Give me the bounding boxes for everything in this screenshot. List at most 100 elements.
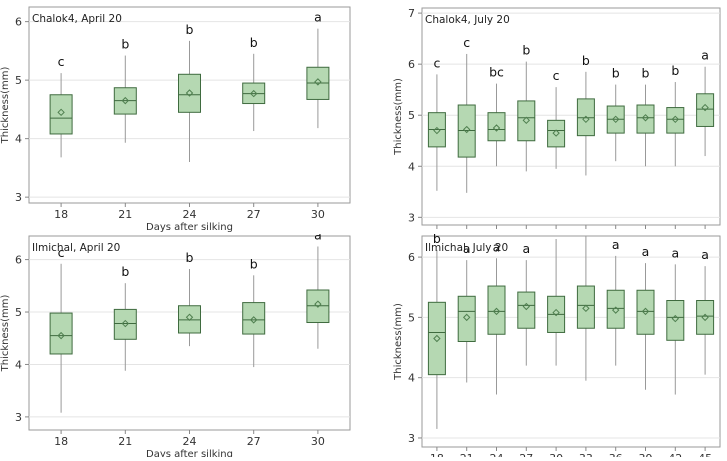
x-tick-label: 21	[460, 452, 474, 457]
mean-marker	[582, 115, 590, 124]
significance-letter: c	[553, 68, 560, 83]
mean-marker	[492, 124, 501, 132]
significance-letter: a	[552, 234, 560, 235]
significance-letter: a	[463, 241, 471, 256]
significance-letter: b	[522, 43, 530, 58]
chart-chalok4-april: 3 4 5 6 18 21 24 27 30 c b b b a Chalok4, April 20 Days…	[0, 6, 351, 233]
mean-marker	[611, 306, 620, 314]
y-tick-label: 4	[408, 372, 415, 385]
mean-marker	[462, 313, 471, 322]
mean-marker	[701, 313, 709, 322]
box	[113, 308, 137, 340]
significance-letter: b	[121, 264, 129, 279]
panel-title: Chalok4, July 20	[425, 14, 510, 26]
mean-marker	[552, 129, 560, 137]
y-tick-label: 6	[15, 254, 22, 267]
mean-marker	[249, 316, 258, 324]
mean-marker	[433, 126, 441, 135]
chart-panel-chalok4-april: 3 4 5 6 18 21 24 27 30 c b b b a Chalok4, April 20 Days…	[0, 0, 360, 233]
significance-letter: a	[314, 10, 322, 25]
mean-marker	[641, 114, 650, 122]
significance-letter: c	[58, 245, 65, 260]
box	[696, 300, 715, 335]
box	[487, 285, 506, 335]
mean-marker	[314, 78, 322, 86]
mean-marker	[582, 304, 590, 313]
x-tick-label: 36	[609, 230, 623, 232]
y-tick-label: 6	[15, 16, 22, 29]
box	[606, 289, 625, 329]
significance-letter: a	[314, 234, 322, 242]
chart-panel-chalok4-july: 3456718212427303336394245ccbcbcbbbbaChal…	[382, 0, 727, 255]
x-tick-label: 30	[311, 435, 325, 448]
x-tick-label: 45	[698, 452, 712, 457]
y-tick-label: 4	[15, 358, 22, 371]
box	[49, 312, 73, 355]
x-tick-label: 39	[639, 230, 653, 232]
x-tick-label: 24	[490, 452, 504, 457]
mean-marker	[611, 115, 620, 124]
box	[487, 112, 506, 142]
significance-letter: a	[612, 237, 620, 252]
significance-letter: b	[642, 66, 650, 81]
significance-letter: b	[671, 63, 679, 78]
x-tick-label: 24	[183, 435, 197, 448]
significance-letter: b	[433, 234, 441, 246]
box	[178, 305, 201, 334]
x-tick-label: 18	[430, 452, 444, 457]
box	[576, 285, 595, 329]
x-tick-label: 27	[519, 230, 533, 232]
box	[636, 289, 655, 335]
mean-marker	[522, 116, 531, 125]
box	[547, 119, 566, 148]
y-tick-label: 3	[408, 211, 415, 224]
box	[242, 302, 266, 335]
mean-marker	[121, 96, 130, 105]
y-tick-label: 3	[15, 191, 22, 204]
y-tick-label: 3	[408, 432, 415, 445]
box	[636, 104, 655, 134]
x-tick-label: 27	[247, 435, 261, 448]
mean-marker	[249, 89, 258, 98]
y-tick-label: 4	[15, 133, 22, 146]
significance-letter: c	[433, 55, 440, 70]
y-tick-label: 5	[408, 109, 415, 122]
y-tick-label: 6	[408, 251, 415, 264]
box	[427, 301, 446, 376]
significance-letter: a	[642, 244, 650, 259]
x-tick-label: 36	[609, 452, 623, 457]
x-tick-label: 30	[549, 230, 563, 232]
x-tick-label: 24	[490, 230, 504, 232]
x-tick-label: 33	[579, 452, 593, 457]
x-tick-label: 33	[579, 230, 593, 232]
chart-ilmichal-april: 3 4 5 6 18 21 24 27 30 c b b b a Ilmichal, April 20 Day…	[0, 227, 351, 460]
x-tick-label: 42	[668, 230, 682, 232]
mean-marker	[552, 308, 560, 317]
mean-marker	[671, 314, 680, 323]
chart-panel-ilmichal-july: 345618212427303336394245baaaaaaaaaIlmich…	[382, 217, 727, 461]
y-axis-title: Thickness(mm)	[0, 295, 11, 373]
chart-ilmichal-july: 345618212427303336394245baaaaaaaaaIlmich…	[393, 217, 721, 461]
box	[576, 98, 595, 137]
x-tick-label: 39	[639, 452, 653, 457]
significance-letter: b	[121, 37, 129, 52]
mean-marker	[492, 307, 501, 316]
mean-marker	[57, 331, 65, 340]
x-tick-label: 27	[247, 208, 261, 221]
box	[49, 94, 73, 135]
x-axis-title: Days after silking	[146, 449, 233, 457]
mean-marker	[671, 115, 680, 124]
x-tick-label: 42	[668, 452, 682, 457]
significance-letter: b	[250, 35, 258, 50]
significance-letter: b	[582, 53, 590, 68]
x-tick-label: 24	[183, 208, 197, 221]
significance-letter: bc	[489, 65, 504, 80]
box	[666, 300, 685, 341]
x-tick-label: 27	[519, 452, 533, 457]
x-tick-label: 21	[118, 208, 132, 221]
panel-title: Ilmichal, July 20	[425, 242, 508, 254]
x-axis-title: Days after silking	[146, 222, 233, 232]
significance-letter: b	[612, 66, 620, 81]
y-tick-label: 5	[15, 306, 22, 319]
y-axis-title: Thickness(mm)	[393, 303, 404, 381]
